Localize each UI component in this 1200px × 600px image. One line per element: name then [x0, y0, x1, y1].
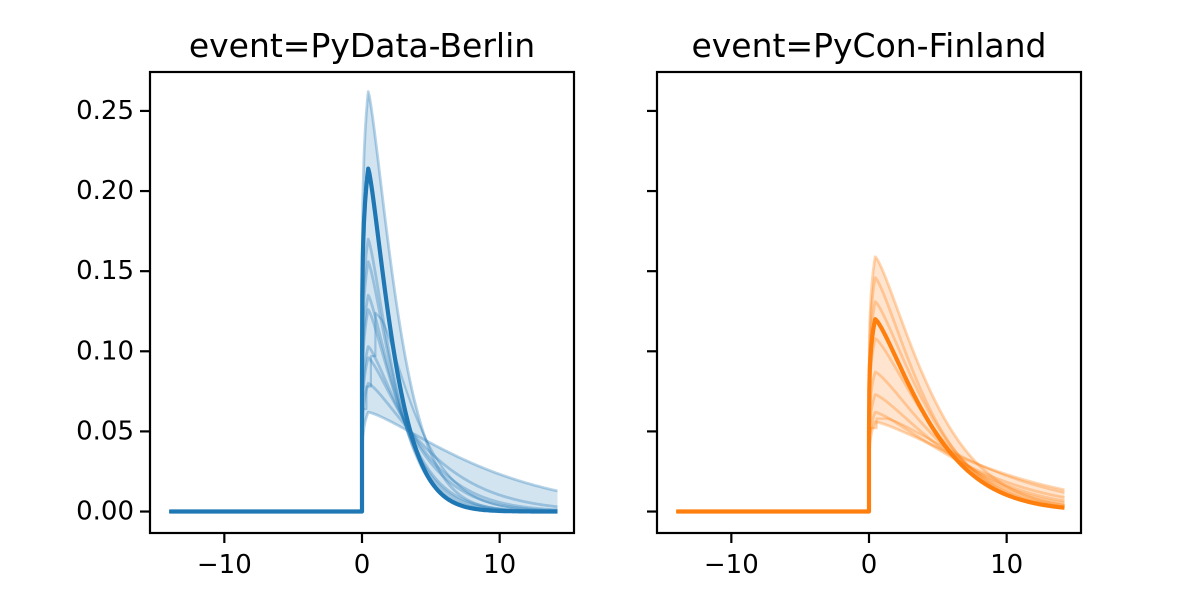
axes-box — [148, 70, 576, 535]
panel-right: −10 0 10 — [647, 70, 1083, 580]
chart-root: −10 0 10 0.00 0.05 0.10 0.15 0.20 0.25 −10 0 10 — [76, 70, 1083, 580]
x-tick-label: 0 — [861, 550, 878, 580]
y-tick-label: 0.15 — [76, 256, 134, 286]
stepped-sample-curve — [676, 417, 1065, 513]
y-tick-label: 0.20 — [76, 176, 134, 206]
x-tick-label: −10 — [197, 550, 252, 580]
posterior-sample-curve — [676, 255, 1065, 513]
posterior-sample-curve — [676, 337, 1065, 513]
x-tick-label: 10 — [990, 550, 1023, 580]
posterior-sample-curve — [169, 345, 558, 513]
panel-left: −10 0 10 0.00 0.05 0.10 0.15 0.20 0.25 — [76, 70, 576, 580]
credible-band — [362, 91, 558, 512]
axes-box — [655, 70, 1083, 535]
y-tick-label: 0.00 — [76, 497, 134, 527]
posterior-sample-curve — [169, 381, 558, 513]
x-tick-label: 0 — [354, 550, 371, 580]
x-tick-label: −10 — [704, 550, 759, 580]
panel-title-left: event=PyData-Berlin — [189, 26, 535, 65]
panel-title-right: event=PyCon-Finland — [691, 26, 1046, 65]
posterior-mean-curve — [169, 166, 559, 514]
posterior-sample-curve — [169, 356, 558, 513]
y-tick-label: 0.05 — [76, 416, 134, 446]
posterior-sample-curve — [169, 410, 558, 513]
y-tick-label: 0.10 — [76, 336, 134, 366]
y-tick-label: 0.25 — [76, 96, 134, 126]
posterior-mean-curve — [676, 317, 1066, 514]
x-tick-label: 10 — [483, 550, 516, 580]
posterior-sample-curve — [676, 420, 1065, 513]
